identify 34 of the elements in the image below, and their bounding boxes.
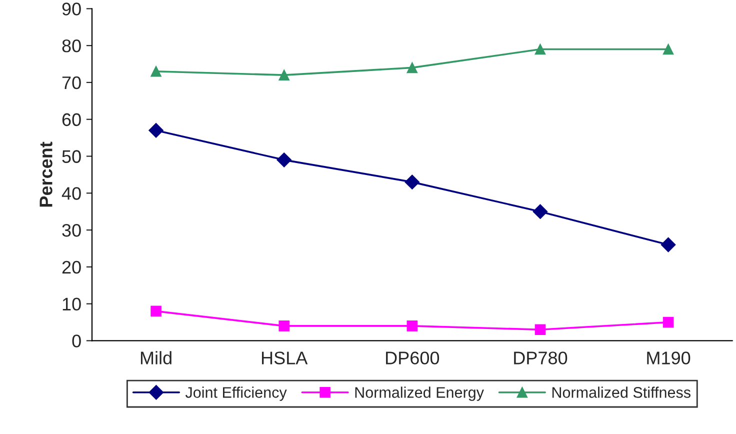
point [406,320,418,332]
point [150,66,162,77]
x-tick-label: Mild [140,351,172,364]
y-tick-label: 60 [62,113,81,126]
y-tick-label: 40 [62,187,81,200]
y-tick-label: 70 [62,76,81,90]
point [660,237,676,252]
y-tick-label: 80 [62,40,81,52]
point [150,306,162,317]
y-tick-label: 90 [62,2,81,16]
point [278,320,290,332]
x-tick-label: DP600 [386,352,440,364]
y-tick-label: 10 [62,298,81,311]
y-tick-label: 50 [62,150,81,163]
point [406,62,418,74]
point [404,174,420,190]
point [276,152,292,168]
point [148,123,164,138]
x-tick-label: HSLA [262,352,308,364]
y-tick-label: 0 [72,334,81,348]
x-tick-label: M190 [647,352,690,364]
point [278,70,290,80]
y-axis-title: Percent [40,142,52,207]
point [662,44,674,55]
point [534,44,546,55]
y-tick-label: 20 [62,260,81,274]
legend-label: Joint Efficiency [185,386,287,401]
point [662,316,674,328]
legend-label: Normalized Stiffness [552,386,690,398]
y-tick-label: 30 [62,224,81,237]
point [534,324,546,336]
x-tick-label: DP780 [514,352,568,364]
point [532,204,548,219]
legend-label: Normalized Energy [355,386,484,401]
